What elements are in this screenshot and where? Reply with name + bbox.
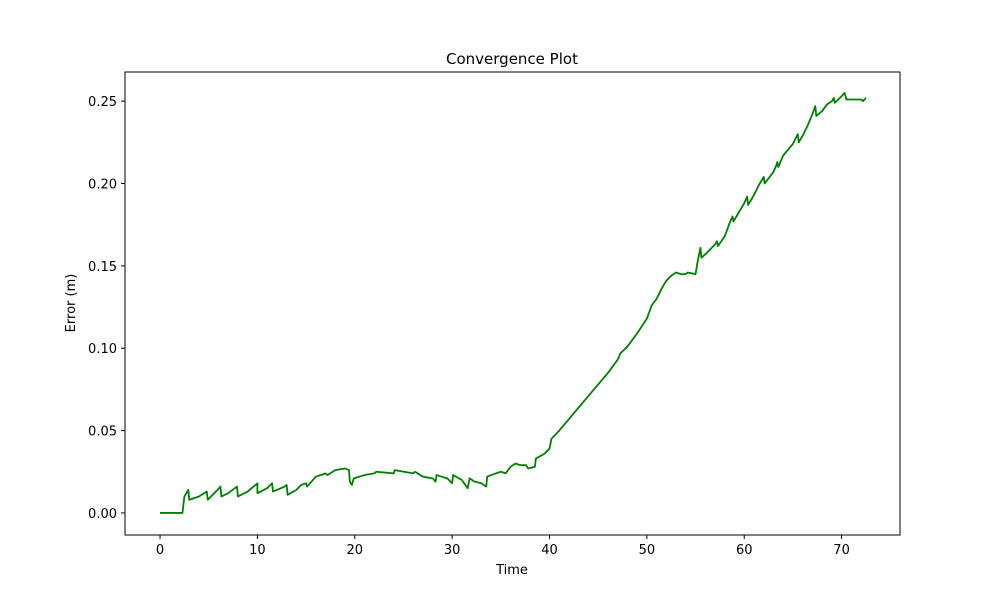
x-tick-label: 40	[541, 543, 558, 558]
x-tick-label: 50	[639, 543, 656, 558]
y-tick-label: 0.25	[88, 95, 117, 110]
x-tick-label: 0	[156, 543, 164, 558]
y-axis-label: Error (m)	[64, 274, 79, 333]
x-tick-label: 60	[736, 543, 753, 558]
plot-frame	[124, 71, 901, 536]
x-tick-label: 70	[833, 543, 850, 558]
y-tick-label: 0.20	[88, 178, 117, 193]
y-tick-label: 0.05	[88, 425, 117, 440]
y-tick-label: 0.15	[88, 260, 117, 275]
x-tick-label: 20	[347, 543, 364, 558]
chart-title: Convergence Plot	[446, 50, 578, 68]
y-tick-label: 0.00	[88, 507, 117, 522]
x-tick-label: 30	[444, 543, 461, 558]
x-tick-label: 10	[249, 543, 266, 558]
data-line	[160, 92, 867, 514]
y-tick-label: 0.10	[88, 342, 117, 357]
x-axis-label: Time	[495, 563, 528, 578]
